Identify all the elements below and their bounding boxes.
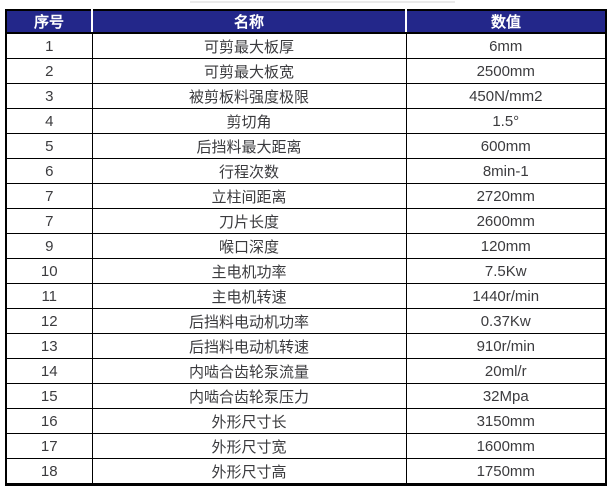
row-value-cell: 6mm bbox=[405, 32, 607, 59]
table-row: 5 后挡料最大距离 600mm bbox=[5, 133, 607, 159]
table-row: 6 行程次数 8min-1 bbox=[5, 158, 607, 184]
header-row: 序号 名称 数值 bbox=[6, 10, 606, 34]
row-name-cell: 立柱间距离 bbox=[91, 183, 407, 209]
row-name-cell: 主电机转速 bbox=[91, 283, 407, 309]
row-index-cell: 1 bbox=[5, 32, 93, 59]
header-col-index: 序号 bbox=[6, 10, 92, 34]
row-name-cell: 被剪板料强度极限 bbox=[91, 83, 407, 109]
header-col-name: 名称 bbox=[91, 10, 406, 34]
row-name-cell: 喉口深度 bbox=[91, 233, 407, 259]
row-value-cell: 450N/mm2 bbox=[405, 83, 607, 109]
row-value-cell: 1440r/min bbox=[405, 283, 607, 309]
row-index-cell: 7 bbox=[5, 208, 93, 234]
row-index-cell: 6 bbox=[5, 158, 93, 184]
table-row: 10 主电机功率 7.5Kw bbox=[5, 258, 607, 284]
row-name-cell: 可剪最大板宽 bbox=[91, 58, 407, 84]
row-name-cell: 刀片长度 bbox=[91, 208, 407, 234]
row-name-cell: 可剪最大板厚 bbox=[91, 32, 407, 59]
row-value-cell: 600mm bbox=[405, 133, 607, 159]
table-row: 13 后挡料电动机转速 910r/min bbox=[5, 333, 607, 359]
row-value-cell: 2600mm bbox=[405, 208, 607, 234]
row-value-cell: 0.37Kw bbox=[405, 308, 607, 334]
table-row: 17 外形尺寸宽 1600mm bbox=[5, 433, 607, 459]
spec-table-body: 1 可剪最大板厚 6mm 2 可剪最大板宽 2500mm 3 被剪板料强度极限 450N/mm2… bbox=[5, 32, 607, 485]
row-name-cell: 后挡料电动机转速 bbox=[91, 333, 407, 359]
cropped-content-smudge bbox=[190, 1, 455, 3]
header-col-value: 数值 bbox=[405, 10, 606, 34]
row-name-cell: 外形尺寸长 bbox=[91, 408, 407, 434]
row-index-cell: 12 bbox=[5, 308, 93, 334]
row-value-cell: 8min-1 bbox=[405, 158, 607, 184]
table-row: 14 内啮合齿轮泵流量 20ml/r bbox=[5, 358, 607, 384]
table-row: 12 后挡料电动机功率 0.37Kw bbox=[5, 308, 607, 334]
row-value-cell: 1750mm bbox=[405, 458, 607, 485]
row-value-cell: 3150mm bbox=[405, 408, 607, 434]
row-index-cell: 9 bbox=[5, 233, 93, 259]
row-index-cell: 18 bbox=[5, 458, 93, 485]
row-value-cell: 2720mm bbox=[405, 183, 607, 209]
row-value-cell: 1600mm bbox=[405, 433, 607, 459]
row-index-cell: 13 bbox=[5, 333, 93, 359]
row-index-cell: 16 bbox=[5, 408, 93, 434]
table-row: 18 外形尺寸高 1750mm bbox=[5, 458, 607, 485]
table-row: 16 外形尺寸长 3150mm bbox=[5, 408, 607, 434]
row-index-cell: 10 bbox=[5, 258, 93, 284]
row-value-cell: 20ml/r bbox=[405, 358, 607, 384]
row-value-cell: 1.5° bbox=[405, 108, 607, 134]
row-name-cell: 内啮合齿轮泵压力 bbox=[91, 383, 407, 409]
table-row: 4 剪切角 1.5° bbox=[5, 108, 607, 134]
table-row: 2 可剪最大板宽 2500mm bbox=[5, 58, 607, 84]
row-index-cell: 17 bbox=[5, 433, 93, 459]
row-value-cell: 120mm bbox=[405, 233, 607, 259]
table-row: 15 内啮合齿轮泵压力 32Mpa bbox=[5, 383, 607, 409]
row-value-cell: 910r/min bbox=[405, 333, 607, 359]
row-index-cell: 5 bbox=[5, 133, 93, 159]
row-value-cell: 2500mm bbox=[405, 58, 607, 84]
spec-table-header: 序号 名称 数值 bbox=[6, 10, 606, 34]
table-row: 1 可剪最大板厚 6mm bbox=[5, 32, 607, 59]
table-row: 11 主电机转速 1440r/min bbox=[5, 283, 607, 309]
table-row: 9 喉口深度 120mm bbox=[5, 233, 607, 259]
row-name-cell: 外形尺寸宽 bbox=[91, 433, 407, 459]
row-name-cell: 后挡料电动机功率 bbox=[91, 308, 407, 334]
row-index-cell: 14 bbox=[5, 358, 93, 384]
row-name-cell: 行程次数 bbox=[91, 158, 407, 184]
table-row: 7 立柱间距离 2720mm bbox=[5, 183, 607, 209]
row-index-cell: 11 bbox=[5, 283, 93, 309]
table-row: 3 被剪板料强度极限 450N/mm2 bbox=[5, 83, 607, 109]
row-value-cell: 32Mpa bbox=[405, 383, 607, 409]
row-name-cell: 后挡料最大距离 bbox=[91, 133, 407, 159]
row-index-cell: 4 bbox=[5, 108, 93, 134]
table-row: 7 刀片长度 2600mm bbox=[5, 208, 607, 234]
row-name-cell: 主电机功率 bbox=[91, 258, 407, 284]
row-index-cell: 3 bbox=[5, 83, 93, 109]
row-name-cell: 剪切角 bbox=[91, 108, 407, 134]
spec-table: 序号 名称 数值 1 可剪最大板厚 6mm 2 可剪最大板宽 2500mm 3 被剪板料强度极… bbox=[5, 9, 607, 486]
row-index-cell: 2 bbox=[5, 58, 93, 84]
row-index-cell: 15 bbox=[5, 383, 93, 409]
row-index-cell: 7 bbox=[5, 183, 93, 209]
row-value-cell: 7.5Kw bbox=[405, 258, 607, 284]
row-name-cell: 内啮合齿轮泵流量 bbox=[91, 358, 407, 384]
row-name-cell: 外形尺寸高 bbox=[91, 458, 407, 485]
